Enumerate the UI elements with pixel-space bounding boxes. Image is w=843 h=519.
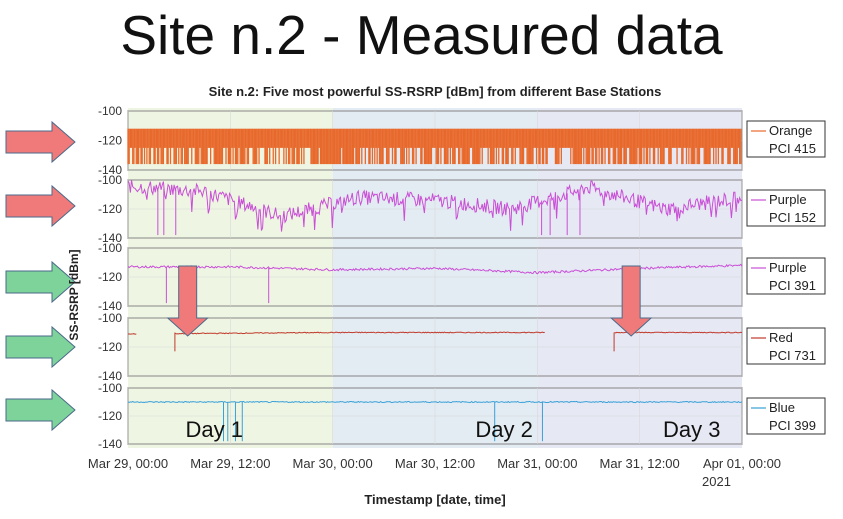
legend-2: Purple PCI 152 — [746, 189, 826, 227]
day-label: Day 1 — [185, 417, 242, 442]
legend-label: PCI 415 — [769, 141, 816, 156]
side-arrow-1 — [5, 120, 76, 164]
y-axis-label: SS-RSRP [dBm] — [67, 249, 81, 340]
x-tick-label: Mar 29, 00:00 — [88, 456, 168, 471]
y-tick-label: -100 — [98, 104, 122, 118]
legend-5: Blue PCI 399 — [746, 397, 826, 435]
panel-3: -100 -120 -140 Purple PCI 391 — [98, 241, 826, 313]
legend-label: Orange — [769, 123, 812, 138]
legend-4: Red PCI 731 — [746, 327, 826, 365]
x-tick-label: Mar 31, 00:00 — [497, 456, 577, 471]
down-arrow-1 — [166, 265, 209, 337]
x-tick-label: Mar 30, 12:00 — [395, 456, 475, 471]
y-tick-label: -140 — [98, 163, 122, 177]
y-tick-label: -100 — [98, 311, 122, 325]
side-arrow-3 — [5, 260, 76, 304]
x-axis-label: Timestamp [date, time] — [364, 492, 505, 507]
x-tick-label: Mar 31, 12:00 — [600, 456, 680, 471]
y-tick-label: -140 — [98, 299, 122, 313]
side-arrow-4 — [5, 325, 76, 369]
panel-4: -100 -120 -140 Red PCI 731 — [98, 311, 826, 383]
panel-1: -100 -120 -140 Orange PCI 415 — [98, 104, 826, 177]
series-line — [127, 331, 743, 335]
legend-label: Purple — [769, 192, 807, 207]
side-arrow-5 — [5, 388, 76, 432]
day-label: Day 3 — [663, 417, 720, 442]
legend-label: Blue — [769, 400, 795, 415]
legend-label: PCI 152 — [769, 210, 816, 225]
y-tick-label: -140 — [98, 369, 122, 383]
y-tick-label: -100 — [98, 241, 122, 255]
y-tick-label: -120 — [98, 270, 122, 284]
x-tick-label: Mar 30, 00:00 — [293, 456, 373, 471]
legend-box — [746, 257, 826, 295]
legend-box — [746, 189, 826, 227]
legend-label: PCI 391 — [769, 278, 816, 293]
legend-3: Purple PCI 391 — [746, 257, 826, 295]
y-tick-label: -100 — [98, 173, 122, 187]
panel-2: -100 -120 -140 Purple PCI 152 — [98, 173, 826, 245]
series-line — [127, 179, 743, 232]
side-arrow-2 — [5, 184, 76, 228]
y-tick-label: -120 — [98, 409, 122, 423]
slide-title: Site n.2 - Measured data — [120, 4, 723, 66]
legend-box — [746, 397, 826, 435]
day-label: Day 2 — [475, 417, 532, 442]
x-tick-label: Apr 01, 00:00 — [703, 456, 781, 471]
y-tick-label: -100 — [98, 381, 122, 395]
legend-label: PCI 731 — [769, 348, 816, 363]
legend-label: Purple — [769, 260, 807, 275]
y-tick-label: -140 — [98, 437, 122, 451]
y-tick-label: -120 — [98, 134, 122, 148]
y-tick-label: -140 — [98, 231, 122, 245]
down-arrow-2 — [609, 265, 653, 337]
x-tick-label: Mar 29, 12:00 — [190, 456, 270, 471]
legend-box — [746, 120, 826, 158]
side-arrows — [5, 120, 653, 432]
legend-box — [746, 327, 826, 365]
legend-label: Red — [769, 330, 793, 345]
chart-title: Site n.2: Five most powerful SS-RSRP [dB… — [209, 84, 662, 99]
panel-5: -100 -120 -140 Blue PCI 399 — [98, 381, 826, 451]
legend-label: PCI 399 — [769, 418, 816, 433]
y-tick-label: -120 — [98, 340, 122, 354]
series-line — [127, 400, 743, 404]
x-ticks: Mar 29, 00:00 Mar 29, 12:00 Mar 30, 00:00 M… — [88, 456, 781, 489]
y-tick-label: -120 — [98, 202, 122, 216]
chart-panels: -100 -120 -140 Orange PCI 415 -100 -120 -140 Pur… — [98, 104, 826, 451]
legend-1: Orange PCI 415 — [746, 120, 826, 158]
x-year-label: 2021 — [702, 474, 731, 489]
